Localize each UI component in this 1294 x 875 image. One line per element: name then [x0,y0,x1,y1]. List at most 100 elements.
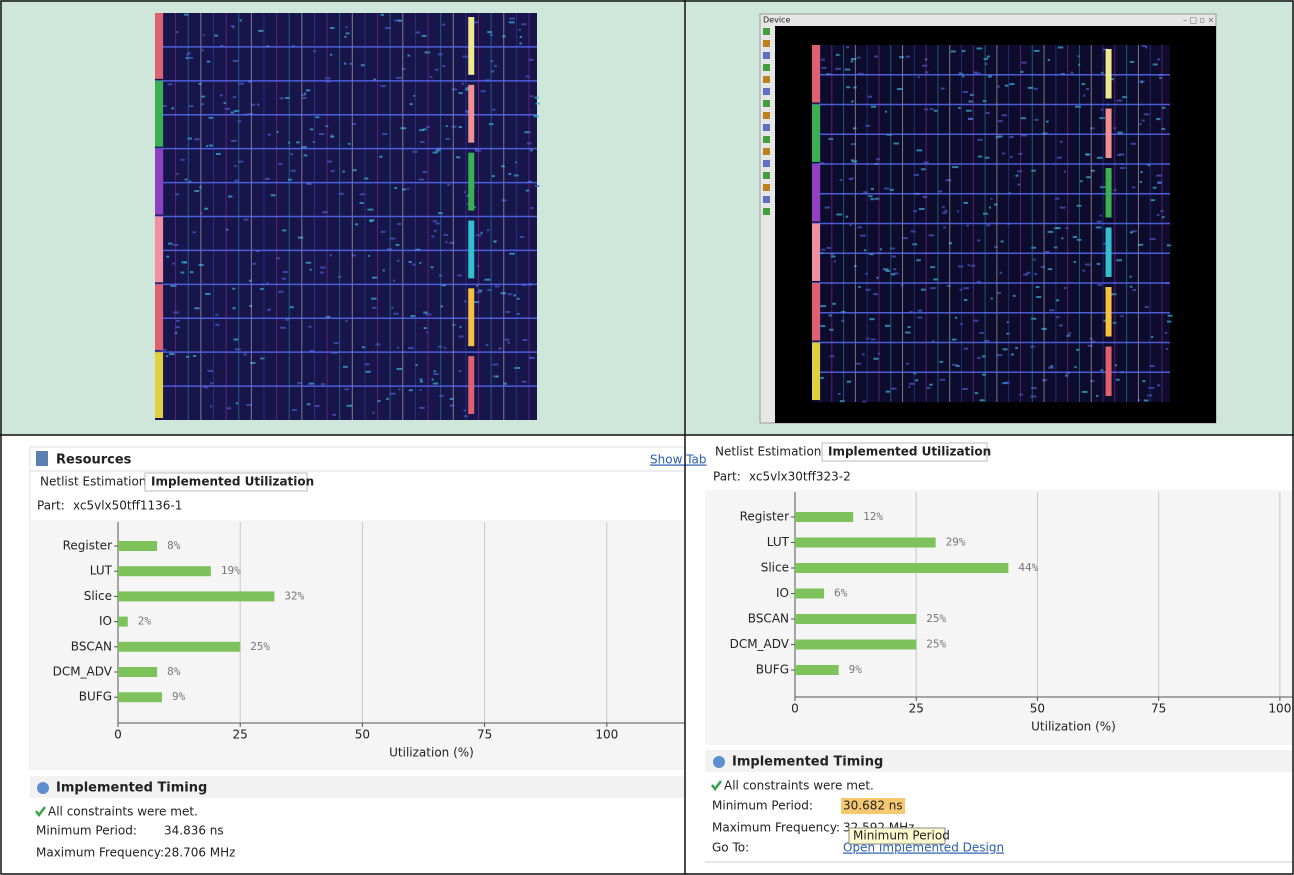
cell [372,307,377,309]
category-label: BSCAN [748,612,789,626]
cell [459,370,461,372]
part-label: Part: [37,499,65,513]
cell [207,61,211,63]
cell [1010,156,1013,158]
value-label: 8% [167,665,181,678]
cell [231,111,235,113]
cell [452,89,457,91]
cell [905,332,911,334]
cell [536,103,541,105]
tab[interactable]: Netlist Estimation [40,475,146,489]
cell [1117,154,1121,156]
cell [1002,114,1007,116]
cell [1080,180,1082,182]
cell [345,26,347,28]
cell [509,18,515,20]
timing-key: Minimum Period: [712,799,813,813]
cell [1064,287,1067,289]
bar [118,566,211,576]
cell [282,271,287,273]
cell [360,193,365,195]
cell [1048,268,1052,270]
cell [291,170,296,172]
cell [166,355,168,357]
cell [462,56,468,58]
cell [320,271,324,273]
cell [292,409,297,411]
cell [1131,143,1137,145]
value-label: 6% [834,587,848,600]
cell [978,156,983,158]
value-label: 25% [250,640,270,653]
cell [1009,83,1014,85]
cell [307,403,310,405]
cell [397,223,401,225]
cell [265,178,270,180]
cell [1057,157,1062,159]
cell [852,160,857,162]
cell [1167,321,1171,323]
cell [880,248,882,250]
cell [853,127,856,129]
bar [795,538,936,548]
cell [320,267,326,269]
cell [977,239,980,241]
cell [383,269,385,271]
io-bank [155,149,163,215]
cell [397,347,399,349]
cell [353,169,357,171]
tab-active[interactable]: Implemented Utilization [828,445,991,459]
cell [1111,293,1116,295]
cell [997,135,1002,137]
tab-active[interactable]: Implemented Utilization [151,475,314,489]
cell [290,306,294,308]
cell [458,92,462,94]
cell [216,153,221,155]
cell [173,312,179,314]
cell [1097,157,1103,159]
cell [459,126,462,128]
window-controls[interactable]: – □ ▫ × [1183,16,1214,25]
category-label: DCM_ADV [730,637,790,651]
cell [1165,332,1167,334]
cell [419,262,421,264]
cell [342,171,345,173]
cell [304,154,308,156]
cell [1159,77,1161,79]
cell [930,287,936,289]
tool-icon [763,124,770,131]
cell [857,226,861,228]
cell [1166,348,1168,350]
cell [517,298,520,300]
cell [1036,296,1041,298]
clock-region [1106,109,1112,159]
tool-icon [763,100,770,107]
cell [1100,215,1102,217]
clock-region [468,356,474,414]
cell [918,310,923,312]
tab[interactable]: Netlist Estimation [715,445,821,459]
cell [927,387,931,389]
cell [534,97,539,99]
cell [1075,106,1081,108]
cell [176,31,178,33]
show-tab-link[interactable]: Show Tab [650,453,707,467]
category-label: IO [776,586,789,600]
x-tick-label: 0 [791,702,799,716]
cell [434,370,436,372]
cell [984,58,988,60]
cell [355,223,358,225]
cell [171,107,174,109]
cell [419,407,425,409]
cell [535,185,540,187]
cell [260,288,264,290]
cell [1145,306,1149,308]
cell [1099,117,1104,119]
cell [330,136,334,138]
cell [423,128,427,130]
cell [513,294,516,296]
cell [220,94,223,96]
cell [821,249,825,251]
cell [268,134,271,136]
cell [1006,333,1009,335]
